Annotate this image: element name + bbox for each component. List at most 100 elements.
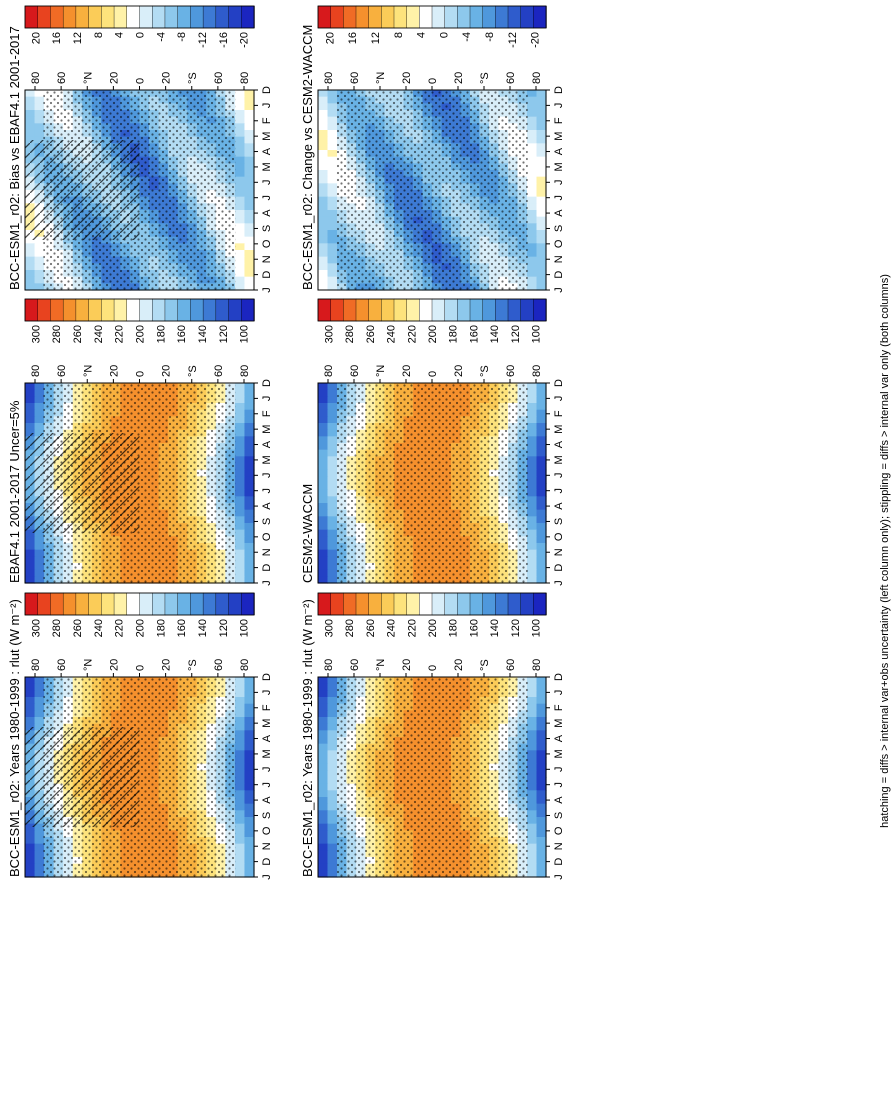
colorbar-swatch bbox=[62, 298, 77, 322]
heatmap-cell bbox=[327, 757, 338, 765]
heatmap-cell bbox=[327, 863, 338, 871]
heatmap-cell bbox=[318, 383, 329, 391]
heatmap-cell bbox=[527, 677, 538, 685]
colorbar-tick-label: 20 bbox=[324, 32, 336, 44]
lat-tick-label: 20 bbox=[453, 659, 465, 671]
heatmap-cell bbox=[318, 830, 329, 838]
heatmap-cell bbox=[34, 677, 45, 685]
heatmap-cell bbox=[527, 523, 538, 531]
heatmap-cell bbox=[527, 549, 538, 557]
heatmap-cell bbox=[234, 236, 246, 244]
heatmap-cell bbox=[327, 183, 338, 191]
heatmap-cell bbox=[244, 783, 255, 791]
heatmap-cell bbox=[244, 569, 255, 577]
time-tick-label: N bbox=[553, 842, 565, 850]
heatmap-cell bbox=[327, 383, 338, 391]
heatmap-cell bbox=[318, 536, 329, 544]
time-tick-label: F bbox=[261, 410, 273, 417]
heatmap-cell bbox=[318, 850, 329, 858]
heatmap-cell bbox=[536, 830, 547, 838]
heatmap-cell bbox=[234, 870, 246, 878]
time-tick-label: O bbox=[553, 239, 565, 248]
heatmap-cell bbox=[318, 697, 329, 705]
heatmap-cell bbox=[25, 690, 36, 698]
heatmap-cell bbox=[327, 150, 338, 158]
heatmap-cell bbox=[25, 823, 36, 831]
heatmap-cell bbox=[327, 236, 338, 244]
colorbar-tick-label: 200 bbox=[135, 325, 147, 343]
time-tick-label: J bbox=[553, 874, 565, 880]
heatmap-cell bbox=[327, 396, 338, 404]
heatmap-cell bbox=[318, 270, 329, 278]
heatmap-cell bbox=[536, 529, 547, 537]
heatmap-cell bbox=[318, 103, 329, 111]
time-tick-label: O bbox=[553, 532, 565, 541]
heatmap-cell bbox=[536, 576, 547, 584]
heatmap-cell bbox=[244, 176, 255, 184]
lat-tick-label: 60 bbox=[349, 365, 361, 377]
heatmap-cell bbox=[536, 283, 547, 291]
colorbar-swatch bbox=[139, 298, 153, 322]
heatmap-cell bbox=[34, 536, 45, 544]
heatmap-cell bbox=[536, 823, 547, 831]
heatmap-cell bbox=[536, 190, 547, 198]
heatmap-cell bbox=[327, 103, 338, 111]
heatmap-cell bbox=[527, 190, 538, 198]
heatmap-cell bbox=[244, 677, 255, 685]
heatmap-cell bbox=[527, 270, 538, 278]
heatmap-cell bbox=[318, 683, 329, 691]
heatmap-cell bbox=[234, 176, 246, 184]
colorbar-swatch bbox=[101, 298, 115, 322]
heatmap-cell bbox=[234, 750, 246, 758]
heatmap-cell bbox=[327, 569, 338, 577]
heatmap-cell bbox=[244, 697, 255, 705]
colorbar-swatch bbox=[37, 5, 52, 29]
time-tick-label: J bbox=[261, 287, 273, 293]
lat-tick-label: 0 bbox=[135, 665, 147, 671]
heatmap-cell bbox=[527, 697, 538, 705]
heatmap-cell bbox=[244, 797, 255, 805]
heatmap-cell bbox=[527, 483, 538, 491]
heatmap-cell bbox=[34, 870, 45, 878]
heatmap-cell bbox=[318, 250, 329, 258]
colorbar-tick-label: 160 bbox=[176, 619, 188, 637]
colorbar-swatch bbox=[406, 5, 421, 29]
panel-title: CESM2-WACCM bbox=[300, 484, 315, 583]
time-tick-label: J bbox=[553, 103, 565, 109]
heatmap-cell bbox=[234, 443, 246, 451]
time-tick-label: M bbox=[553, 719, 565, 728]
heatmap-cell bbox=[234, 256, 246, 264]
heatmap-cell bbox=[318, 409, 329, 417]
heatmap-cell bbox=[536, 210, 547, 218]
colorbar-swatch bbox=[88, 592, 103, 616]
heatmap-cell bbox=[536, 503, 547, 511]
heatmap-cell bbox=[25, 283, 36, 291]
colorbar-swatch bbox=[482, 5, 497, 29]
heatmap-cell bbox=[536, 223, 547, 231]
heatmap-cell bbox=[536, 130, 547, 138]
colorbar-frame bbox=[317, 592, 547, 616]
heatmap-cell bbox=[327, 230, 338, 238]
heatmap-cell bbox=[234, 476, 246, 484]
time-tick-label: F bbox=[553, 410, 565, 417]
colorbar-tick-label: -4 bbox=[461, 32, 473, 42]
heatmap-cell bbox=[234, 810, 246, 818]
colorbar-swatch bbox=[177, 298, 192, 322]
heatmap-cell bbox=[34, 396, 45, 404]
heatmap-cell bbox=[244, 103, 255, 111]
heatmap-cell bbox=[536, 556, 547, 564]
heatmap-cell bbox=[327, 536, 338, 544]
colorbar-swatch bbox=[228, 5, 242, 29]
heatmap-cell bbox=[234, 730, 246, 738]
heatmap-cell bbox=[234, 529, 246, 537]
heatmap-cell bbox=[327, 737, 338, 745]
time-tick-label: D bbox=[553, 271, 565, 279]
lat-tick-label: 80 bbox=[30, 659, 42, 671]
colorbar-tick-label: 260 bbox=[72, 619, 84, 637]
lat-axis: 80 60 °N 20 0 20 °S 60 80 bbox=[30, 72, 251, 90]
stippling-overlay bbox=[336, 677, 528, 877]
heatmap-cell bbox=[244, 703, 255, 711]
heatmap-cell bbox=[536, 463, 547, 471]
heatmap-cell bbox=[244, 556, 255, 564]
